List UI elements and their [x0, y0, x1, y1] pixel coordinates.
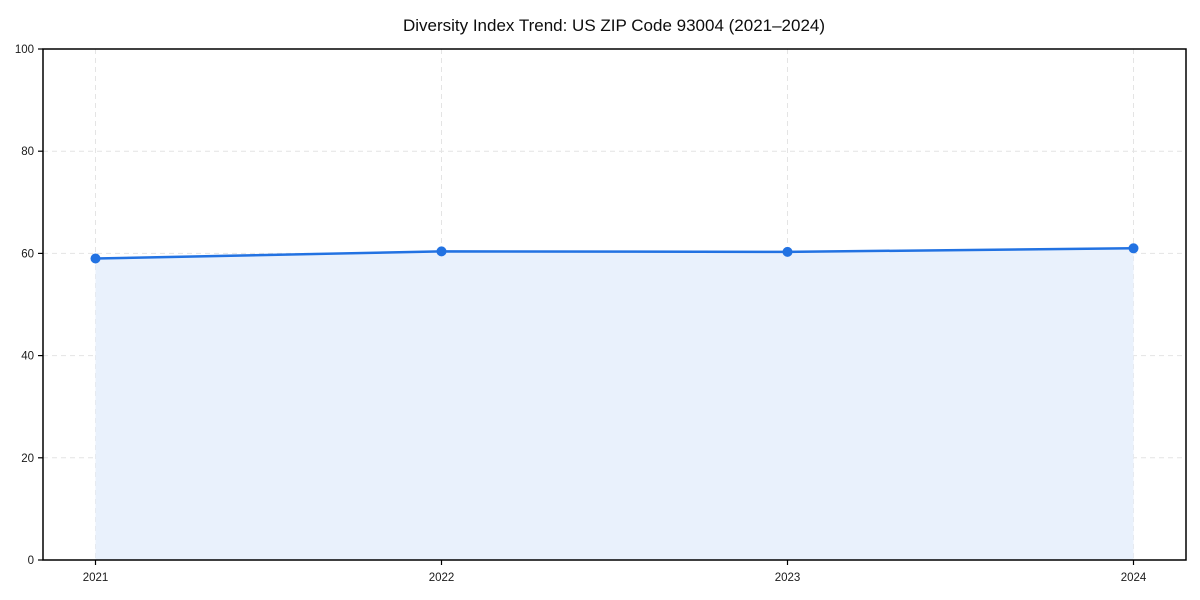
- trend-line: [94, 247, 1135, 260]
- x-tick-label-2021: 2021: [83, 572, 109, 584]
- y-tick-label-20: 20: [21, 453, 34, 465]
- x-tick-label-2022: 2022: [429, 572, 455, 584]
- y-tick-label-60: 60: [21, 248, 34, 260]
- y-tick-label-0: 0: [28, 555, 34, 567]
- area-fill: [95, 248, 1134, 561]
- y-tick-label-40: 40: [21, 351, 34, 363]
- data-point-2023: [782, 246, 793, 257]
- data-point-2021: [90, 253, 101, 264]
- x-tick-label-2023: 2023: [775, 572, 801, 584]
- y-tick-label-100: 100: [15, 44, 34, 56]
- chart-title: Diversity Index Trend: US ZIP Code 93004…: [403, 16, 825, 35]
- data-point-2022: [436, 246, 447, 257]
- data-point-2024: [1128, 243, 1139, 254]
- y-tick-label-80: 80: [21, 146, 34, 158]
- plot-area: 0 20 40 60 80 100 2021 2022 2023 2024: [15, 44, 1187, 584]
- plot-frame: [42, 48, 1187, 561]
- x-tick-label-2024: 2024: [1121, 572, 1147, 584]
